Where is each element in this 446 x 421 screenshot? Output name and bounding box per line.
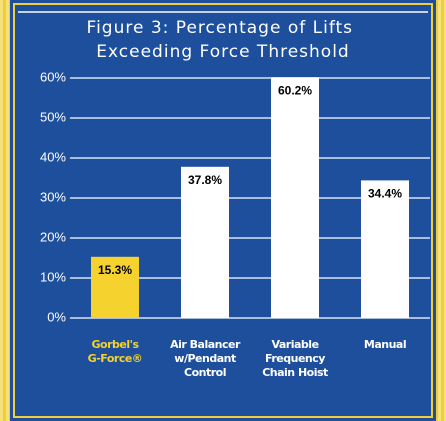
bar — [271, 77, 319, 318]
y-tick-label: 40% — [40, 149, 66, 164]
y-tick-label: 10% — [40, 269, 66, 284]
bar — [361, 180, 409, 318]
y-tick-label: 20% — [40, 229, 66, 244]
x-tick-label: Gorbel's G-Force® — [87, 338, 143, 365]
x-tick-label: Manual — [363, 338, 407, 351]
bar — [181, 166, 229, 318]
x-tick-label: Air Balancer w/Pendant Control — [170, 338, 240, 379]
y-tick-label: 30% — [40, 189, 66, 204]
y-tick-label: 0% — [47, 309, 66, 324]
y-tick-label: 50% — [40, 109, 66, 124]
x-tick-label: Variable Frequency Chain Hoist — [262, 338, 328, 379]
bar — [91, 256, 139, 318]
panel-border — [13, 3, 433, 418]
value-label: 37.8% — [188, 173, 222, 187]
chart-title: Figure 3: Percentage of Lifts Exceeding … — [87, 18, 360, 62]
y-tick-label: 60% — [40, 69, 66, 84]
value-label: 34.4% — [368, 187, 402, 201]
value-label: 15.3% — [98, 263, 132, 277]
value-label: 60.2% — [278, 83, 312, 97]
